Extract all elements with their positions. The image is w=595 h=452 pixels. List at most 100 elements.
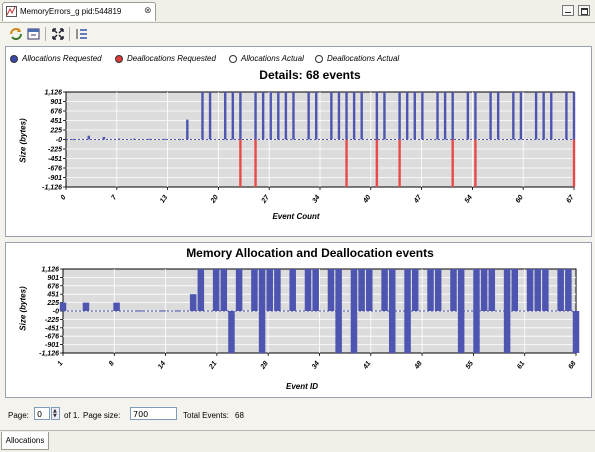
data-bar	[496, 92, 500, 140]
data-bar	[450, 269, 457, 311]
data-bar	[375, 92, 379, 140]
data-bar	[148, 138, 151, 140]
data-bar	[117, 138, 121, 140]
total-events-label: Total Events:	[183, 411, 229, 420]
details-chart[interactable]: 1,126 901 676 451 225 -0 -225 -451 -676 -901 -1,12…	[8, 84, 588, 234]
data-bar	[421, 92, 424, 140]
data-bar	[550, 92, 553, 140]
data-bar	[457, 269, 465, 311]
editor-tab-title: MemoryErrors_g pid:544819	[20, 7, 122, 16]
x-tick-label: 40	[362, 194, 373, 205]
bottom-tab-bar: Allocations	[0, 430, 595, 452]
toolbar	[0, 23, 595, 45]
legend-swatch	[115, 55, 123, 63]
spinner-down-icon[interactable]: ▼	[53, 413, 57, 419]
x-tick-label: 48	[413, 360, 424, 371]
data-bar	[350, 269, 358, 311]
tab-allocations[interactable]: Allocations	[1, 432, 49, 450]
data-bar	[443, 92, 447, 140]
data-bar	[292, 92, 295, 140]
data-bar	[261, 92, 265, 140]
data-bar	[534, 269, 541, 311]
data-bar	[307, 92, 310, 140]
data-bar	[186, 119, 189, 140]
data-bar	[542, 92, 545, 140]
data-bar	[451, 139, 454, 187]
data-bar	[258, 311, 266, 353]
data-bar	[519, 92, 523, 140]
legend-label: Allocations Requested	[22, 54, 102, 63]
legend-label: Allocations Actual	[241, 54, 304, 63]
x-tick-label: 34	[311, 194, 321, 204]
y-tick-label: -0	[53, 309, 59, 316]
data-bar	[358, 269, 365, 311]
data-bar	[480, 269, 488, 311]
data-bar	[197, 269, 205, 311]
data-bar	[235, 269, 243, 311]
data-bar	[565, 92, 568, 140]
data-bar	[503, 269, 511, 311]
x-tick-label: 34	[311, 360, 321, 370]
data-bar	[72, 139, 75, 141]
data-bar	[557, 269, 564, 311]
data-bar	[258, 269, 266, 311]
x-tick-label: 68	[567, 360, 577, 370]
export-icon[interactable]	[26, 26, 42, 42]
minimize-icon[interactable]	[562, 5, 574, 16]
refresh-icon[interactable]	[8, 26, 24, 42]
data-bar	[239, 92, 242, 140]
legend-swatch	[229, 55, 237, 63]
data-bar	[473, 311, 480, 353]
y-tick-label: -451	[48, 156, 62, 163]
data-bar	[220, 269, 228, 311]
data-bar	[163, 138, 166, 140]
data-bar	[266, 269, 273, 311]
data-bar	[534, 92, 538, 140]
spinner-up-icon[interactable]: ▲	[53, 408, 57, 414]
data-bar	[572, 139, 576, 187]
legend-swatch	[10, 55, 18, 63]
data-bar	[413, 92, 416, 140]
page-size-label: Page size:	[83, 411, 121, 420]
close-icon[interactable]: ⊗	[144, 6, 152, 16]
page-size-field[interactable]: 700	[130, 407, 177, 420]
toolbar-separator	[45, 27, 46, 41]
x-tick-label: 1	[57, 360, 65, 367]
y-tick-label: 225	[49, 128, 62, 135]
x-tick-label: 8	[108, 360, 116, 367]
data-bar	[404, 311, 411, 353]
y-tick-label: 1,126	[44, 90, 62, 97]
data-bar	[488, 269, 496, 311]
list-icon[interactable]	[74, 26, 90, 42]
x-tick-label: 55	[465, 360, 475, 370]
data-bar	[398, 92, 401, 140]
data-bar	[404, 269, 411, 311]
data-bar	[489, 92, 492, 140]
data-bar	[434, 269, 442, 311]
y-tick-label: 676	[47, 283, 59, 290]
page-of-label: of 1.	[64, 411, 80, 420]
data-bar	[59, 302, 67, 311]
y-tick-label: -225	[45, 317, 59, 324]
zoom-fit-icon[interactable]	[50, 26, 66, 42]
data-bar	[159, 310, 166, 312]
data-bar	[457, 311, 465, 353]
page-spinner[interactable]: ▲ ▼	[51, 407, 60, 420]
data-bar	[174, 310, 182, 312]
details-x-axis-title: Event Count	[272, 212, 320, 221]
data-bar	[136, 310, 143, 312]
data-bar	[212, 269, 220, 311]
data-bar	[352, 92, 356, 140]
editor-tab[interactable]: MemoryErrors_g pid:544819 ⊗	[2, 2, 156, 21]
maximize-icon[interactable]	[578, 5, 590, 16]
page-label: Page:	[8, 411, 29, 420]
data-bar	[503, 311, 511, 353]
x-tick-label: 28	[259, 360, 270, 371]
page-number-field[interactable]: 0	[34, 407, 50, 420]
data-bar	[337, 92, 341, 140]
data-bar	[473, 269, 480, 311]
data-bar	[113, 302, 120, 311]
data-bar	[572, 92, 576, 140]
data-bar	[133, 138, 136, 140]
